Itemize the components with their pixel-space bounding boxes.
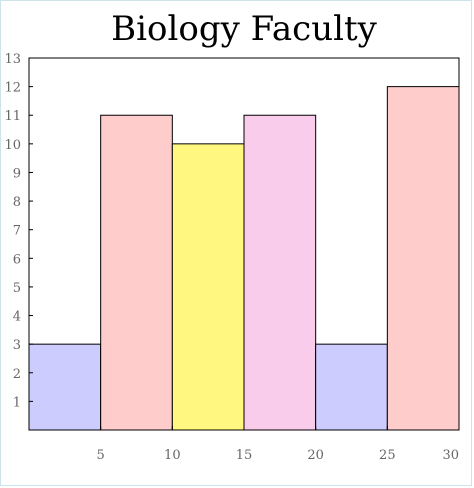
bar-2 [100,114,173,431]
x-axis-ticks: 5 10 15 20 25 30 [97,426,460,463]
y-tick-label: 5 [13,281,21,296]
bar-1 [28,343,102,431]
y-tick-label: 10 [4,138,21,153]
chart-title: Biology Faculty [111,9,377,49]
x-tick-label: 30 [442,448,459,463]
x-tick-label: 25 [379,448,396,463]
y-tick-label: 1 [13,395,21,410]
y-tick-label: 8 [13,195,21,210]
bar-5 [315,343,388,431]
x-tick-label: 15 [236,448,253,463]
y-tick-label: 9 [13,166,21,181]
bar-4 [243,114,317,431]
x-tick-label: 20 [307,448,324,463]
y-tick-label: 6 [13,252,21,267]
y-tick-label: 13 [4,52,21,67]
y-tick-label: 2 [13,367,21,382]
bar-3 [171,143,245,431]
x-tick-label: 5 [97,448,105,463]
y-tick-label: 3 [13,338,21,353]
y-tick-label: 7 [13,224,21,239]
x-tick-label: 10 [164,448,181,463]
bar-6 [386,86,460,431]
bars-group [28,86,460,431]
plot-area-frame [28,57,460,431]
y-tick-label: 4 [13,310,21,325]
y-tick-label: 12 [4,81,21,96]
y-tick-label: 11 [4,109,21,124]
